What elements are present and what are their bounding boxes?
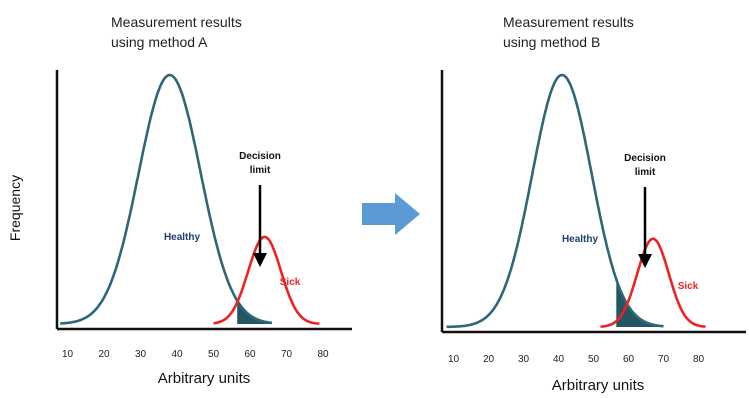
panel-a-healthy-label: Healthy <box>164 232 201 243</box>
overlap-region <box>237 300 272 324</box>
panel-a-title-line-2: using method A <box>111 34 208 50</box>
overlap-region <box>616 279 664 327</box>
panel-b-healthy-label: Healthy <box>562 234 599 245</box>
x-tick-label: 70 <box>658 354 670 365</box>
panel-b-title-line-1: Measurement results <box>503 14 634 30</box>
panel-b-title-line-2: using method B <box>503 34 600 50</box>
decision-arrow-icon <box>638 254 652 268</box>
x-tick-label: 50 <box>588 354 600 365</box>
panel-a-x-axis-label: Arbitrary units <box>158 370 251 387</box>
x-tick-label: 20 <box>98 349 110 360</box>
panel-a-x-ticks: 10 20 30 40 50 60 70 80 <box>62 349 329 360</box>
panel-method-b: Measurement results using method B 10 20 3… <box>440 14 746 394</box>
panel-b-decision-line-2: limit <box>635 167 656 178</box>
x-tick-label: 20 <box>483 354 495 365</box>
x-tick-label: 60 <box>244 349 256 360</box>
transition-arrow-icon <box>362 193 420 235</box>
x-tick-label: 30 <box>135 349 147 360</box>
panel-a-plot <box>60 73 320 325</box>
x-tick-label: 40 <box>553 354 565 365</box>
panel-b-decision-line-1: Decision <box>624 153 666 164</box>
x-tick-label: 10 <box>448 354 460 365</box>
decision-arrow-icon <box>253 253 267 267</box>
healthy-curve <box>60 73 273 325</box>
sick-curve <box>213 235 320 325</box>
panel-b-sick-label: Sick <box>678 281 699 292</box>
x-tick-label: 30 <box>518 354 530 365</box>
panel-b-plot <box>446 73 706 329</box>
x-tick-label: 80 <box>693 354 705 365</box>
panel-method-a: Measurement results using method A 10 20 3… <box>55 14 352 387</box>
panel-a-sick-label: Sick <box>280 277 301 288</box>
x-tick-label: 50 <box>208 349 220 360</box>
x-tick-label: 40 <box>171 349 183 360</box>
panel-a-decision-line-2: limit <box>250 165 271 176</box>
healthy-curve <box>446 73 664 329</box>
sick-curve <box>600 237 706 328</box>
x-tick-label: 60 <box>623 354 635 365</box>
panel-a-title-line-1: Measurement results <box>111 14 242 30</box>
y-axis-label: Frequency <box>7 175 23 241</box>
x-tick-label: 70 <box>281 349 293 360</box>
x-tick-label: 80 <box>317 349 329 360</box>
panel-b-x-ticks: 10 20 30 40 50 60 70 80 <box>448 354 705 365</box>
panel-b-x-axis-label: Arbitrary units <box>552 377 645 394</box>
panel-a-decision-line-1: Decision <box>239 151 281 162</box>
x-tick-label: 10 <box>62 349 74 360</box>
